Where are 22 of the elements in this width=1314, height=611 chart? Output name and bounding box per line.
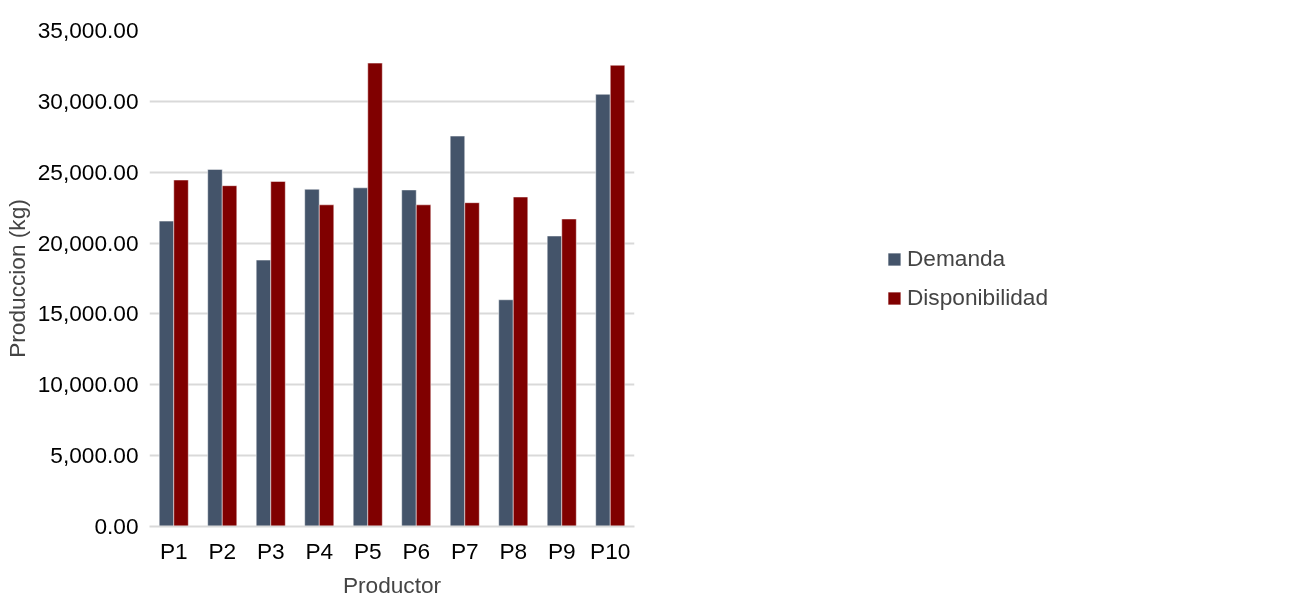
y-tick-label: 5,000.00 [50,442,139,469]
y-tick-label: 10,000.00 [37,371,139,398]
x-tick-label: P3 [256,537,285,564]
legend-label: Disponibilidad [906,284,1049,311]
y-axis-title: Produccion (kg) [3,199,30,358]
x-tick-label: P7 [450,537,479,564]
y-tick-label: 35,000.00 [37,17,139,43]
y-tick-label: 15,000.00 [37,300,139,327]
y-tick-label: 20,000.00 [37,229,139,256]
x-tick-label: P5 [353,537,382,564]
x-tick-label: P9 [547,537,576,564]
x-tick-label: P10 [590,537,631,564]
x-tick-label: P1 [159,537,188,564]
y-tick-label: 25,000.00 [37,158,139,185]
x-tick-label: P8 [499,537,528,564]
legend-label: Demanda [906,245,1006,272]
x-tick-label: P2 [208,537,237,564]
y-tick-label: 0.00 [94,513,139,539]
x-axis-title: Productor [342,571,442,598]
x-tick-label: P4 [305,537,334,564]
y-tick-label: 30,000.00 [37,87,139,114]
x-tick-label: P6 [402,537,431,564]
